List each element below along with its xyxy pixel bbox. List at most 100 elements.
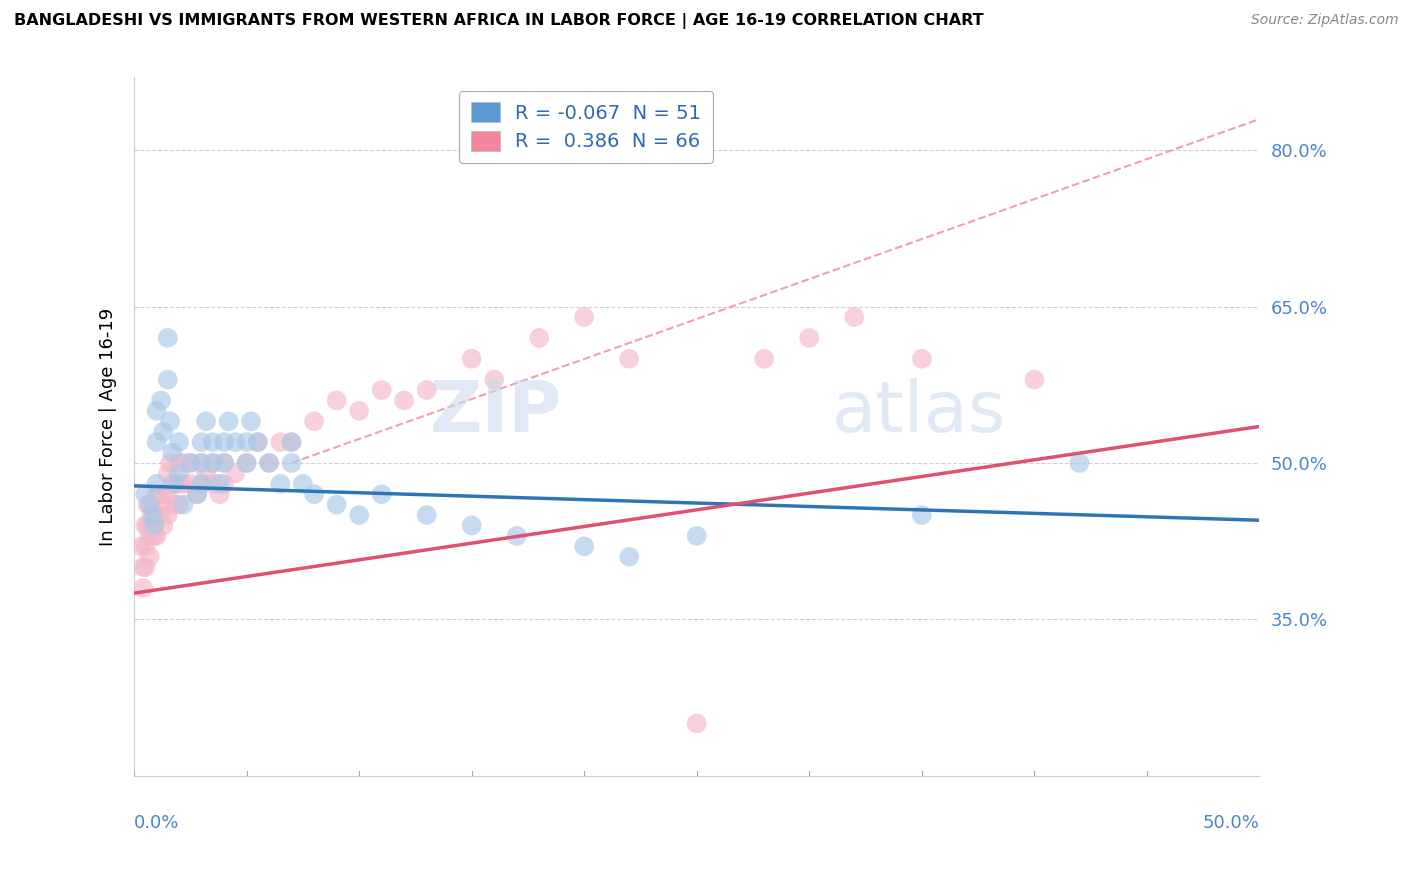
Point [208,487,231,501]
Point [173,476,195,491]
Point [235,456,257,470]
Point [156,331,179,345]
Point [370,383,392,397]
Point [150,487,173,501]
Point [574,310,596,324]
Point [392,393,415,408]
Point [574,539,596,553]
Point [150,393,173,408]
Point [143,518,166,533]
Point [163,498,186,512]
Point [619,549,641,564]
Point [134,539,156,553]
Point [246,435,269,450]
Point [1024,373,1046,387]
Point [224,467,246,481]
Point [240,414,263,428]
Point [134,560,156,574]
Point [167,467,190,481]
Point [143,529,166,543]
Point [505,529,527,543]
Point [134,518,156,533]
Point [190,476,212,491]
Point [179,456,201,470]
Point [280,456,302,470]
Point [136,518,159,533]
Point [460,518,482,533]
Point [145,435,167,450]
Point [201,476,224,491]
Point [224,435,246,450]
Point [152,518,174,533]
Point [799,331,821,345]
Point [145,404,167,418]
Point [208,476,231,491]
Point [460,351,482,366]
Point [482,373,505,387]
Point [173,456,195,470]
Point [212,456,235,470]
Point [145,487,167,501]
Point [212,456,235,470]
Point [152,498,174,512]
Point [218,414,240,428]
Point [159,414,181,428]
Y-axis label: In Labor Force | Age 16-19: In Labor Force | Age 16-19 [100,308,117,546]
Point [257,456,280,470]
Point [325,498,347,512]
Text: 0.0%: 0.0% [134,814,180,832]
Point [911,351,934,366]
Point [162,476,184,491]
Point [145,476,167,491]
Point [150,508,173,522]
Point [143,508,166,522]
Point [619,351,641,366]
Point [257,456,280,470]
Point [190,435,212,450]
Point [156,373,179,387]
Point [139,529,162,543]
Point [186,487,208,501]
Point [686,529,709,543]
Point [132,560,155,574]
Point [280,435,302,450]
Point [141,498,163,512]
Point [235,456,257,470]
Text: atlas: atlas [832,378,1007,447]
Point [269,435,291,450]
Point [911,508,934,522]
Text: 50.0%: 50.0% [1202,814,1260,832]
Point [132,581,155,595]
Point [195,467,218,481]
Point [347,404,370,418]
Point [302,414,325,428]
Point [754,351,776,366]
Point [527,331,550,345]
Point [235,435,257,450]
Point [370,487,392,501]
Point [167,435,190,450]
Point [212,435,235,450]
Point [302,487,325,501]
Point [134,487,156,501]
Point [167,476,190,491]
Point [156,487,179,501]
Point [167,456,190,470]
Legend: R = -0.067  N = 51, R =  0.386  N = 66: R = -0.067 N = 51, R = 0.386 N = 66 [458,91,713,163]
Point [212,476,235,491]
Point [179,456,201,470]
Point [152,425,174,439]
Point [167,498,190,512]
Point [415,508,437,522]
Point [141,518,163,533]
Point [686,716,709,731]
Point [162,445,184,459]
Text: ZIP: ZIP [429,378,562,447]
Point [145,508,167,522]
Point [844,310,866,324]
Point [325,393,347,408]
Point [415,383,437,397]
Point [280,435,302,450]
Point [179,476,201,491]
Point [163,476,186,491]
